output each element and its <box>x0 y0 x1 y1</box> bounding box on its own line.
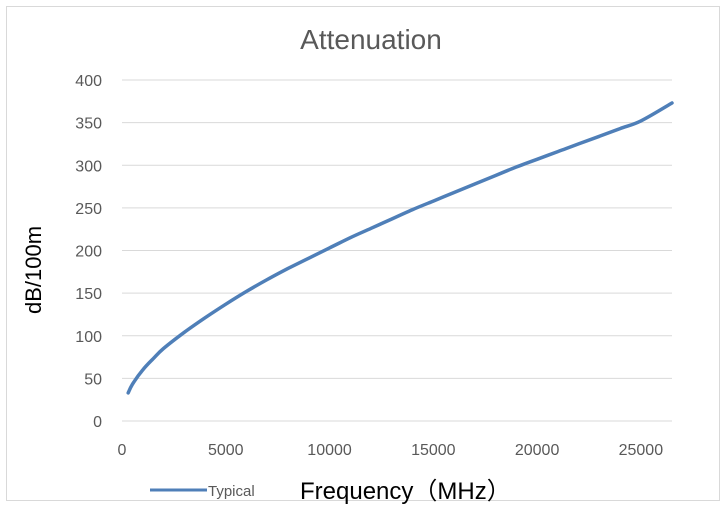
x-tick-label: 10000 <box>307 442 352 459</box>
y-tick-label: 100 <box>75 329 102 346</box>
y-tick-label: 0 <box>93 414 102 431</box>
chart-frame <box>6 6 720 501</box>
x-tick-label: 15000 <box>411 442 456 459</box>
y-tick-label: 150 <box>75 286 102 303</box>
x-tick-label: 5000 <box>208 442 244 459</box>
x-tick-label: 20000 <box>515 442 560 459</box>
y-tick-label: 250 <box>75 201 102 218</box>
y-tick-labels: 0 50 100 150 200 250 300 350 400 <box>75 73 102 431</box>
x-tick-label: 0 <box>118 442 127 459</box>
y-axis-label: dB/100m <box>21 226 46 314</box>
y-tick-label: 300 <box>75 158 102 175</box>
y-tick-label: 350 <box>75 116 102 133</box>
y-tick-label: 200 <box>75 244 102 261</box>
grid-lines <box>122 79 672 422</box>
y-tick-label: 50 <box>84 371 102 388</box>
series-layer <box>126 101 674 395</box>
x-axis-label: Frequency（MHz） <box>300 478 511 505</box>
chart-title: Attenuation <box>300 24 442 55</box>
legend-label: Typical <box>208 483 255 500</box>
series-line-typical <box>126 101 674 395</box>
x-tick-label: 25000 <box>619 442 664 459</box>
y-tick-label: 400 <box>75 73 102 90</box>
x-tick-labels: 0 5000 10000 15000 20000 25000 <box>118 442 664 459</box>
legend: Typical <box>150 483 255 500</box>
